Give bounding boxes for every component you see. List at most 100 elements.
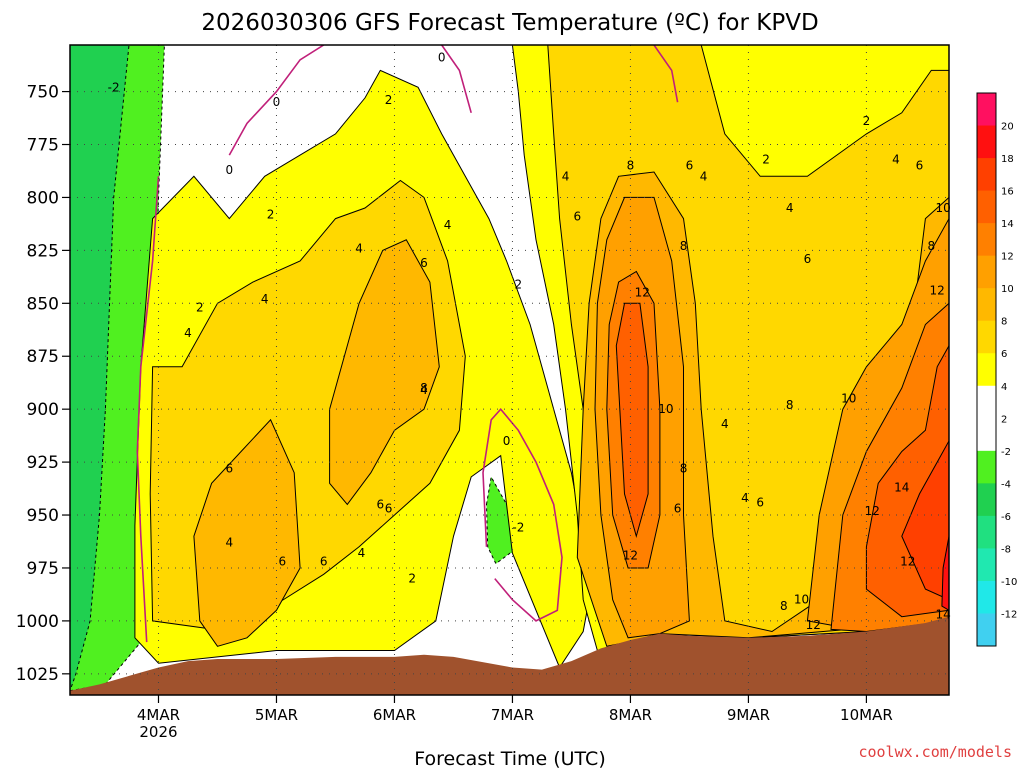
y-tick-label-6: 900 [27, 400, 59, 420]
colorbar-label-3: 14 [1001, 219, 1014, 230]
y-tick-label-3: 825 [27, 241, 59, 261]
contour-label-31: 6 [420, 256, 428, 270]
colorbar-swatch-7 [977, 320, 996, 354]
x-tick-label-3: 7MAR [491, 706, 534, 724]
contour-label-21: 4 [700, 169, 708, 183]
y-tick-label-11: 1025 [16, 665, 59, 685]
contour-label-41: 8 [680, 461, 688, 475]
y-tick-label-9: 975 [27, 559, 59, 579]
colorbar-label-5: 10 [1001, 284, 1014, 295]
terrain-layer [70, 616, 949, 695]
zero-contour-3 [482, 407, 563, 622]
contour-label-42: 8 [786, 398, 794, 412]
colorbar-swatch-9 [977, 385, 996, 419]
chart-title: 2026030306 GFS Forecast Temperature (ºC)… [201, 10, 818, 36]
contour-label-36: 6 [804, 252, 812, 266]
colorbar-label-9: 2 [1001, 414, 1007, 425]
y-tick-label-8: 950 [27, 506, 59, 526]
x-tick-label-5: 9MAR [727, 706, 770, 724]
contour-label-39: 8 [627, 159, 635, 173]
terrain [70, 616, 949, 695]
contour-label-44: 8 [927, 239, 935, 253]
contour-region-17 [941, 536, 949, 611]
x-tick-label-2: 6MAR [373, 706, 416, 724]
contour-label-18: 4 [358, 546, 366, 560]
contour-label-45: 10 [658, 402, 673, 416]
zero-contours [136, 45, 679, 643]
contour-label-20: 4 [562, 169, 570, 183]
contour-label-15: 4 [355, 241, 363, 255]
contour-label-46: 10 [794, 593, 809, 607]
colorbar-swatch-14 [977, 548, 996, 582]
zero-contour-0 [136, 176, 160, 643]
colorbar-label-4: 12 [1001, 252, 1014, 263]
contour-label-55: 14 [894, 481, 909, 495]
contour-label-25: 4 [741, 491, 749, 505]
y-tick-label-5: 875 [27, 347, 59, 367]
contour-label-33: 6 [686, 159, 694, 173]
contour-label-22: 4 [786, 201, 794, 215]
y-tick-label-4: 850 [27, 294, 59, 314]
colorbar-label-1: 18 [1001, 154, 1014, 165]
contour-label-0: -2 [108, 80, 120, 94]
contour-label-13: 4 [184, 326, 192, 340]
contour-label-27: 6 [279, 555, 287, 569]
colorbar-swatch-4 [977, 223, 996, 257]
contour-region-16 [901, 439, 949, 601]
colorbar-frame [976, 92, 997, 647]
colorbar-swatch-6 [977, 288, 996, 322]
contour-label-40: 8 [680, 239, 688, 253]
x-tick-sublabel-0: 2026 [139, 723, 177, 741]
contour-label-9: 2 [515, 277, 523, 291]
y-tick-label-0: 750 [27, 83, 59, 103]
colorbar-swatch-1 [977, 125, 996, 159]
x-tick-label-4: 8MAR [609, 706, 652, 724]
zero-contour-1 [228, 45, 325, 156]
contour-label-37: 6 [916, 159, 924, 173]
contour-label-53: 12 [900, 555, 915, 569]
contour-label-6: 2 [196, 301, 204, 315]
zero-contour-4 [653, 45, 679, 103]
credit-text: coolwx.com/models [858, 743, 1012, 761]
contour-label-16: 4 [444, 218, 452, 232]
contour-label-11: 2 [762, 152, 770, 166]
colorbar: 20 18 16 14 12 10 8 6 4 2 -2 -4 -6 -8 -10 -12 [976, 92, 1017, 647]
x-tick-label-6: 10MAR [840, 706, 893, 724]
x-axis-label: Forecast Time (UTC) [414, 748, 605, 768]
contour-label-19: 4 [225, 536, 233, 550]
contour-label-23: 4 [892, 152, 900, 166]
contour-label-29: 6 [376, 497, 384, 511]
x-tick-label-0: 4MAR [137, 706, 180, 724]
contour-label-51: 12 [806, 618, 821, 632]
colorbar-swatch-10 [977, 418, 996, 452]
contour-label-38: 8 [420, 381, 428, 395]
colorbar-label-7: 6 [1001, 349, 1007, 360]
contour-label-3: 0 [438, 51, 446, 65]
contour-region-1 [70, 45, 130, 691]
colorbar-swatch-8 [977, 353, 996, 387]
contour-label-56: 14 [935, 608, 950, 622]
plot-frame [69, 44, 950, 696]
y-tick-label-1: 775 [27, 136, 59, 156]
colorbar-label-8: 4 [1001, 382, 1007, 393]
contour-label-17: 4 [420, 383, 428, 397]
contour-label-4: 0 [503, 434, 511, 448]
colorbar-label-13: -8 [1001, 544, 1011, 555]
contour-label-32: 6 [574, 209, 582, 223]
colorbar-label-14: -10 [1001, 577, 1017, 588]
colorbar-swatch-16 [977, 613, 996, 647]
contour-label-5: -2 [512, 521, 524, 535]
contour-label-10: 2 [408, 572, 416, 586]
contour-region-7 [329, 239, 440, 506]
colorbar-label-15: -12 [1001, 609, 1017, 620]
colorbar-swatch-2 [977, 158, 996, 192]
y-tick-label-2: 800 [27, 188, 59, 208]
contour-fills [70, 45, 949, 692]
contour-label-47: 10 [841, 392, 856, 406]
colorbar-swatch-5 [977, 255, 996, 289]
colorbar-swatch-12 [977, 483, 996, 517]
contour-label-52: 12 [865, 504, 880, 518]
